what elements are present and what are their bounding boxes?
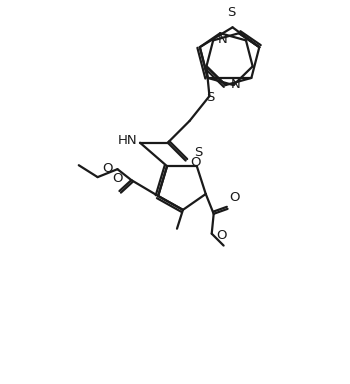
Text: HN: HN <box>117 134 137 147</box>
Text: S: S <box>195 146 203 159</box>
Text: N: N <box>218 33 228 46</box>
Text: O: O <box>191 156 201 169</box>
Text: N: N <box>231 78 240 91</box>
Text: S: S <box>206 91 215 104</box>
Text: O: O <box>112 172 123 185</box>
Text: O: O <box>102 162 112 175</box>
Text: S: S <box>228 7 236 19</box>
Text: O: O <box>217 229 227 242</box>
Text: O: O <box>230 191 240 204</box>
